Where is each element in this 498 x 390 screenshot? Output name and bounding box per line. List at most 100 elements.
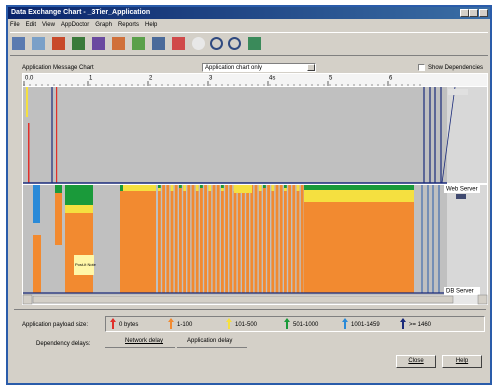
message-bar (162, 185, 165, 293)
menu-item[interactable]: Help (144, 22, 158, 28)
delay-label: Network delay (125, 338, 164, 344)
message-bar (275, 185, 279, 293)
chart-shape (33, 235, 41, 293)
tool-icon[interactable] (112, 37, 125, 50)
tool-icon[interactable] (12, 37, 25, 50)
ruler-label: 5 (329, 76, 333, 82)
message-bar (208, 185, 212, 191)
menu-item[interactable]: View (42, 22, 55, 28)
payload-legend: 0 bytes 1-100 101-500 501-1000 1001-1459 >= 1… (105, 316, 485, 332)
client-lane-edge (447, 87, 487, 183)
chart-shape (28, 123, 30, 183)
message-bar (200, 185, 203, 188)
ruler-label: 3 (209, 76, 213, 82)
scroll-left[interactable] (22, 294, 33, 305)
legend-arrow (402, 319, 404, 329)
payload-label: Application payload size: (22, 322, 89, 328)
legend-label: 0 bytes (119, 322, 139, 328)
zoom-in-icon[interactable] (210, 37, 223, 50)
message-bar (271, 185, 275, 293)
dialog-button[interactable]: Help (442, 355, 482, 368)
legend-arrow (286, 319, 288, 329)
message-bar (200, 185, 203, 293)
menu-item[interactable]: Reports (117, 22, 139, 28)
chart-shape (120, 191, 156, 293)
message-bar (170, 185, 174, 293)
legend-arrow-head (168, 318, 174, 322)
legend-label: 1001-1459 (351, 322, 380, 328)
title-bar: Data Exchange Chart - _3Tier_Application (8, 7, 490, 19)
message-bar (204, 185, 207, 293)
ruler-label: 0.0 (25, 76, 34, 82)
ruler-label: 2 (149, 76, 153, 82)
message-bar (216, 185, 220, 293)
message-bar (179, 185, 182, 293)
chart-dropdown[interactable]: Application chart only (202, 63, 316, 72)
chart-shape (120, 185, 123, 191)
tool-icon[interactable] (52, 37, 65, 50)
separator (14, 309, 486, 310)
post-it-text: Post-it Note (75, 262, 97, 267)
dropdown-arrow[interactable] (307, 64, 315, 71)
message-bar (221, 185, 224, 293)
tool-icon[interactable] (132, 37, 145, 50)
legend-arrow (112, 319, 114, 329)
message-bar (225, 185, 228, 293)
button-label: Help (455, 358, 469, 364)
tool-icon[interactable] (32, 37, 45, 50)
legend-arrow-head (226, 318, 232, 322)
dialog-button[interactable]: Close (396, 355, 436, 368)
chart-shape (65, 205, 93, 213)
message-bar (237, 185, 241, 293)
message-bar (271, 185, 275, 191)
message-bar (158, 185, 161, 293)
menu-item[interactable]: Graph (95, 22, 112, 28)
ruler-label: 6 (389, 76, 393, 82)
ruler-label: 4s (269, 76, 275, 82)
menu-item[interactable]: File (10, 22, 20, 28)
chart-shape (55, 185, 62, 245)
legend-arrow-head (342, 318, 348, 322)
message-bar (170, 185, 174, 191)
maximize-button[interactable] (469, 9, 478, 17)
close-window-button[interactable] (479, 9, 488, 17)
message-bar (263, 185, 266, 293)
menu-item[interactable]: Edit (25, 22, 37, 28)
message-bar (292, 185, 296, 293)
client-lane (23, 87, 447, 183)
chart-shape (234, 185, 252, 193)
message-bar (250, 185, 254, 293)
delay-label: Dependency delays: (36, 341, 91, 347)
chart-shape (304, 202, 414, 293)
tool-icon[interactable] (92, 37, 105, 50)
tool-icon[interactable] (248, 37, 261, 50)
scroll-right[interactable] (477, 294, 488, 305)
message-bar (179, 185, 182, 188)
chart-shape (26, 87, 28, 117)
message-bar (183, 185, 186, 191)
tool-icon[interactable] (152, 37, 165, 50)
legend-label: >= 1460 (409, 322, 432, 328)
message-bar (158, 185, 161, 188)
toolbar (10, 32, 488, 56)
tool-icon[interactable] (172, 37, 185, 50)
tool-icon[interactable] (72, 37, 85, 50)
menu-item[interactable]: AppDoctor (60, 22, 90, 28)
message-bar (254, 185, 258, 293)
legend-arrow (344, 319, 346, 329)
message-bar (284, 185, 287, 293)
button-label: Close (408, 358, 424, 364)
chart-shape (65, 185, 93, 205)
delay-item: Application delay (177, 335, 247, 348)
zoom-out-icon[interactable] (228, 37, 241, 50)
message-bar (174, 185, 178, 293)
chart-line (441, 86, 456, 184)
delay-label: Application delay (187, 338, 233, 344)
dependencies-checkbox[interactable] (418, 64, 425, 71)
scroll-thumb[interactable] (32, 295, 454, 304)
legend-label: 101-500 (235, 322, 258, 328)
server-node (444, 185, 480, 193)
window-title: Data Exchange Chart - _3Tier_Application (11, 9, 151, 16)
minimize-button[interactable] (460, 9, 469, 17)
tool-icon[interactable] (192, 37, 205, 50)
